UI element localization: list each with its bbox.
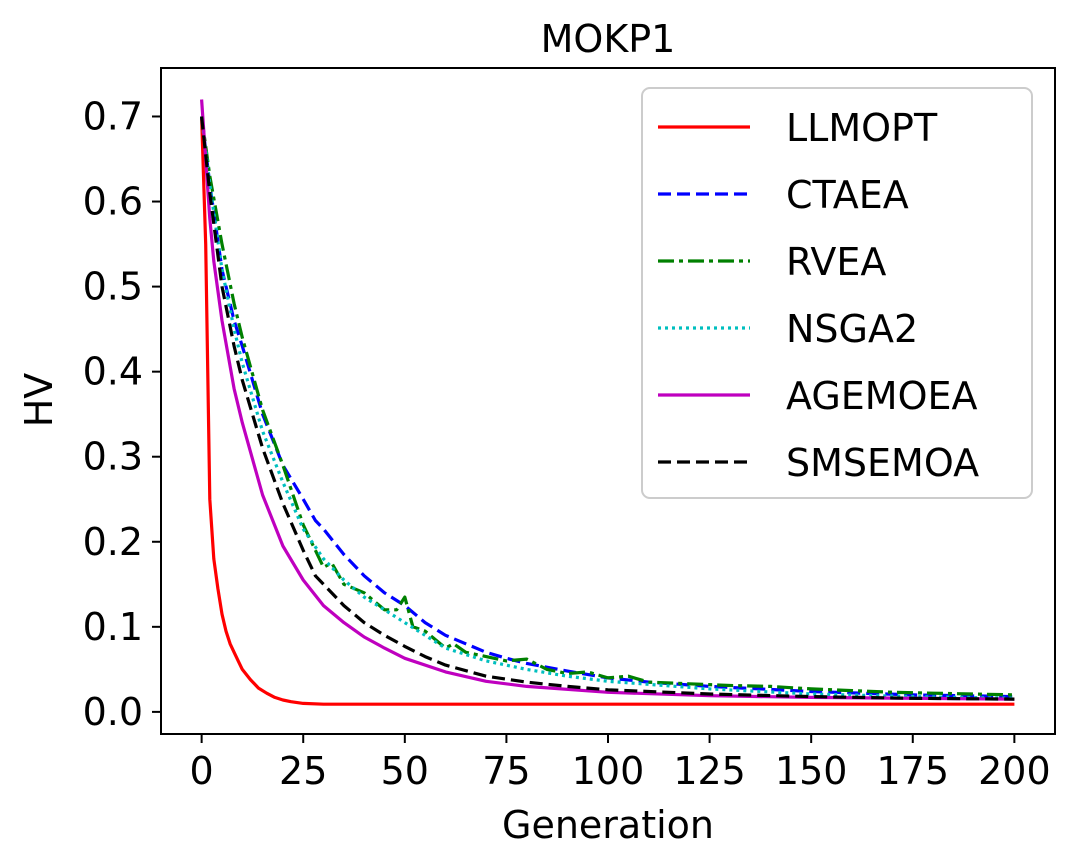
y-axis: 0.0 0.1 0.2 0.3 0.4 0.5 0.6 0.7	[83, 94, 161, 734]
series-line-smsemoa	[200, 116, 1015, 701]
series-line-ctaea	[200, 116, 1015, 699]
y-tick-label: 0.7	[83, 94, 143, 138]
series-line-nsga2	[200, 116, 1015, 700]
y-tick-label: 0.0	[83, 690, 143, 734]
x-tick-label: 75	[482, 749, 530, 793]
y-tick-label: 0.6	[83, 180, 143, 224]
x-tick-label: 125	[673, 749, 746, 793]
x-tick-label: 150	[775, 749, 848, 793]
x-tick-label: 50	[381, 749, 429, 793]
legend-label-smsemoa: SMSEMOA	[786, 441, 979, 485]
y-axis-label: HV	[17, 373, 61, 428]
series-line-agemoea	[200, 99, 1015, 701]
x-tick-label: 175	[877, 749, 950, 793]
x-axis: 0 25 50 75 100 125 150 175 200	[190, 734, 1051, 793]
x-tick-label: 25	[279, 749, 327, 793]
series-layer	[200, 99, 1015, 706]
series-line-rvea	[200, 116, 1015, 697]
y-tick-label: 0.1	[83, 605, 143, 649]
legend-label-ctaea: CTAEA	[786, 173, 909, 217]
y-tick-label: 0.5	[83, 265, 143, 309]
x-tick-label: 200	[978, 749, 1051, 793]
legend-label-agemoea: AGEMOEA	[786, 374, 977, 418]
x-axis-label: Generation	[502, 803, 714, 847]
series-line-llmopt	[200, 116, 1015, 706]
y-tick-label: 0.4	[83, 350, 143, 394]
chart-title: MOKP1	[541, 17, 676, 61]
x-tick-label: 100	[572, 749, 645, 793]
x-tick-label: 0	[190, 749, 214, 793]
legend-label-rvea: RVEA	[786, 240, 886, 284]
legend-label-llmopt: LLMOPT	[786, 106, 938, 150]
legend-label-nsga2: NSGA2	[786, 307, 918, 351]
y-tick-label: 0.3	[83, 435, 143, 479]
y-tick-label: 0.2	[83, 520, 143, 564]
legend: LLMOPT CTAEA RVEA NSGA2 AGEMOEA SMSEMOA	[641, 87, 1033, 499]
